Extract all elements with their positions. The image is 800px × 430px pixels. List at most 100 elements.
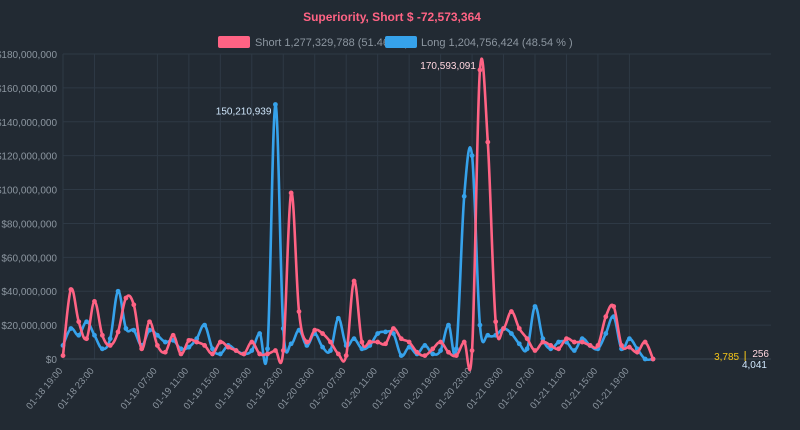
data-point-short[interactable]	[619, 343, 624, 348]
data-point-long[interactable]	[383, 329, 388, 335]
data-point-short[interactable]	[217, 339, 223, 345]
data-point-short[interactable]	[186, 337, 192, 343]
data-point-long[interactable]	[375, 331, 381, 336]
data-point-short[interactable]	[556, 346, 561, 352]
data-point-long[interactable]	[438, 348, 443, 353]
data-point-long[interactable]	[304, 343, 310, 348]
data-point-short[interactable]	[414, 349, 420, 355]
data-point-long[interactable]	[446, 322, 451, 328]
data-point-long[interactable]	[524, 346, 530, 352]
data-point-short[interactable]	[501, 326, 506, 331]
data-point-long[interactable]	[422, 343, 428, 348]
data-point-short[interactable]	[438, 339, 443, 345]
data-point-long[interactable]	[162, 339, 168, 345]
data-point-short[interactable]	[210, 351, 215, 357]
data-point-short[interactable]	[304, 339, 310, 345]
data-point-long[interactable]	[516, 341, 522, 347]
data-point-short[interactable]	[139, 346, 145, 352]
data-point-short[interactable]	[257, 351, 263, 357]
data-point-long[interactable]	[406, 344, 412, 350]
data-point-long[interactable]	[351, 336, 357, 342]
data-point-short[interactable]	[115, 329, 121, 335]
data-point-long[interactable]	[509, 331, 514, 336]
data-point-long[interactable]	[288, 341, 294, 347]
data-point-short[interactable]	[587, 343, 593, 348]
data-point-short[interactable]	[524, 336, 530, 342]
data-point-long[interactable]	[92, 332, 97, 338]
data-point-short[interactable]	[225, 344, 231, 350]
data-point-long[interactable]	[335, 315, 341, 321]
legend-item-long[interactable]: Long 1,204,756,424 (48.54 % )	[385, 36, 573, 49]
data-point-short[interactable]	[328, 339, 333, 345]
data-point-short[interactable]	[650, 356, 656, 362]
data-point-short[interactable]	[532, 348, 538, 353]
data-point-short[interactable]	[351, 278, 357, 284]
data-point-short[interactable]	[265, 351, 270, 357]
data-point-long[interactable]	[265, 346, 270, 352]
data-point-long[interactable]	[76, 332, 82, 338]
data-point-short[interactable]	[68, 287, 74, 292]
data-point-long[interactable]	[257, 331, 263, 336]
data-point-short[interactable]	[627, 344, 632, 350]
data-point-long[interactable]	[477, 322, 483, 328]
data-point-long[interactable]	[391, 331, 396, 336]
data-point-short[interactable]	[485, 139, 491, 145]
data-point-long[interactable]	[571, 348, 577, 353]
data-point-short[interactable]	[343, 353, 349, 359]
data-point-short[interactable]	[509, 309, 514, 314]
data-point-long[interactable]	[99, 346, 105, 352]
data-point-long[interactable]	[359, 346, 365, 352]
data-point-long[interactable]	[249, 348, 255, 353]
data-point-long[interactable]	[186, 344, 192, 350]
data-point-short[interactable]	[367, 339, 373, 345]
data-point-short[interactable]	[477, 67, 483, 73]
data-point-short[interactable]	[634, 349, 640, 355]
data-point-short[interactable]	[335, 351, 341, 357]
data-point-long[interactable]	[579, 336, 585, 342]
data-point-long[interactable]	[453, 346, 459, 352]
data-point-short[interactable]	[383, 341, 388, 347]
data-point-long[interactable]	[273, 102, 278, 107]
data-point-long[interactable]	[210, 346, 215, 352]
data-point-short[interactable]	[359, 339, 365, 345]
data-point-short[interactable]	[516, 326, 522, 331]
data-point-short[interactable]	[249, 339, 255, 345]
data-point-long[interactable]	[131, 327, 137, 333]
data-point-short[interactable]	[194, 339, 200, 345]
data-point-short[interactable]	[603, 314, 609, 320]
data-point-short[interactable]	[76, 319, 82, 325]
data-point-short[interactable]	[178, 351, 184, 357]
data-point-short[interactable]	[564, 336, 569, 342]
data-point-long[interactable]	[68, 326, 74, 331]
data-point-short[interactable]	[461, 339, 467, 345]
data-point-short[interactable]	[273, 348, 278, 353]
data-point-short[interactable]	[60, 353, 66, 359]
data-point-short[interactable]	[92, 298, 97, 304]
data-point-long[interactable]	[556, 339, 561, 345]
data-point-short[interactable]	[123, 295, 129, 301]
data-point-short[interactable]	[84, 336, 89, 342]
data-point-long[interactable]	[84, 319, 89, 325]
data-point-short[interactable]	[571, 339, 577, 345]
data-point-short[interactable]	[312, 327, 318, 333]
data-point-long[interactable]	[642, 356, 648, 362]
data-point-long[interactable]	[398, 353, 404, 359]
data-point-short[interactable]	[579, 339, 585, 345]
data-point-short[interactable]	[430, 346, 436, 352]
legend-item-short[interactable]: Short 1,277,329,788 (51.46 % )	[218, 36, 409, 49]
data-point-short[interactable]	[422, 353, 428, 359]
data-point-long[interactable]	[328, 348, 333, 353]
data-point-long[interactable]	[469, 153, 475, 159]
data-point-long[interactable]	[485, 332, 491, 338]
data-point-short[interactable]	[131, 302, 137, 308]
data-point-short[interactable]	[155, 343, 160, 348]
data-point-short[interactable]	[296, 309, 302, 314]
data-point-short[interactable]	[446, 349, 451, 355]
data-point-short[interactable]	[241, 351, 247, 357]
data-point-short[interactable]	[375, 339, 381, 345]
data-point-short[interactable]	[99, 332, 105, 338]
data-point-long[interactable]	[202, 322, 208, 328]
data-point-long[interactable]	[147, 327, 152, 333]
data-point-short[interactable]	[398, 336, 404, 342]
data-point-short[interactable]	[642, 339, 648, 345]
